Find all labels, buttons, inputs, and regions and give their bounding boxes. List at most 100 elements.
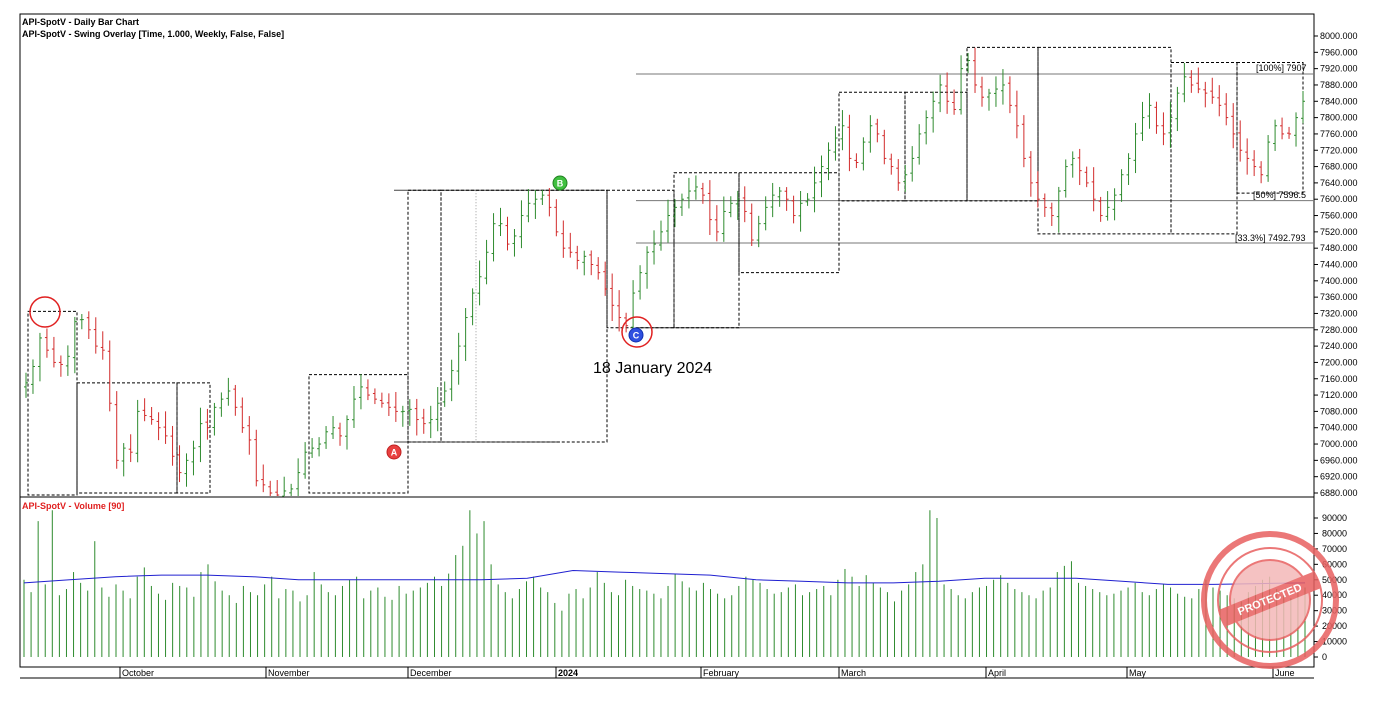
swing-c-label: C: [633, 331, 640, 341]
volume-tick-label: 80000: [1322, 528, 1347, 538]
price-tick-label: 7440.000: [1320, 260, 1358, 270]
price-bar: [505, 216, 510, 251]
price-bar: [296, 458, 301, 496]
price-bar: [910, 146, 915, 182]
price-bar: [1273, 119, 1278, 151]
date-tick-label: December: [410, 668, 452, 678]
price-bar: [763, 196, 768, 231]
price-bar: [142, 398, 147, 422]
price-bar: [742, 186, 747, 223]
price-tick-label: 6920.000: [1320, 472, 1358, 482]
price-bar: [338, 422, 343, 446]
price-tick-label: 7320.000: [1320, 308, 1358, 318]
price-tick-label: 7360.000: [1320, 292, 1358, 302]
price-tick-label: 7600.000: [1320, 194, 1358, 204]
price-bar: [707, 180, 712, 236]
price-bar: [889, 153, 894, 175]
price-bar: [331, 415, 336, 439]
price-tick-label: 7280.000: [1320, 325, 1358, 335]
price-bar: [79, 314, 84, 330]
price-bars: [24, 47, 1305, 497]
volume-panel-frame: [19, 496, 1315, 668]
price-bar: [240, 397, 245, 433]
price-bar: [777, 186, 782, 207]
price-bar: [1175, 86, 1180, 132]
price-bar: [568, 232, 573, 258]
price-bar: [672, 199, 677, 228]
price-bar: [310, 438, 315, 458]
price-bar: [463, 308, 468, 361]
volume-tick-label: 90000: [1322, 513, 1347, 523]
price-bar: [303, 442, 308, 479]
price-bar: [498, 207, 503, 237]
price-bar: [1259, 161, 1264, 184]
price-bar: [1119, 169, 1124, 202]
price-bar: [826, 142, 831, 181]
swing-box: [308, 374, 409, 494]
price-bar: [833, 126, 838, 161]
volume-moving-average-line: [23, 569, 1306, 585]
date-tick-label: February: [703, 668, 740, 678]
price-bar: [163, 411, 168, 444]
price-bar: [247, 416, 252, 455]
price-bar: [575, 245, 580, 270]
price-bar: [554, 199, 559, 237]
price-bar: [177, 445, 182, 483]
price-bar: [728, 196, 733, 218]
price-bar: [993, 76, 998, 107]
price-bar: [1035, 171, 1040, 208]
price-bar: [1007, 76, 1012, 114]
price-bar: [986, 88, 991, 111]
price-tick-label: 7880.000: [1320, 80, 1358, 90]
swing-a-marker: [386, 444, 402, 460]
swing-box: [27, 310, 78, 496]
price-bar: [1098, 196, 1103, 222]
price-bar: [617, 290, 622, 332]
price-bar: [679, 193, 684, 216]
price-bar: [226, 377, 231, 406]
price-bar: [212, 402, 217, 436]
date-tick-label: 2024: [558, 668, 578, 678]
volume-tick-label: 20000: [1322, 621, 1347, 631]
price-bar: [219, 392, 224, 417]
swing-box: [440, 189, 608, 443]
price-bar: [875, 118, 880, 143]
price-bar: [254, 429, 259, 487]
price-bar: [840, 110, 845, 151]
price-bar: [596, 257, 601, 280]
price-bar: [665, 199, 670, 243]
price-bar: [1161, 112, 1166, 146]
volume-title: API-SpotV - Volume [90]: [22, 501, 124, 511]
price-bar: [1210, 77, 1215, 104]
price-tick-label: 7960.000: [1320, 47, 1358, 57]
swing-c-ring: [621, 316, 653, 348]
price-bar: [917, 124, 922, 165]
volume-tick-label: 0: [1322, 652, 1327, 662]
price-bar: [973, 47, 978, 93]
price-bar: [896, 159, 901, 191]
price-bar: [1266, 135, 1271, 182]
price-bar: [652, 230, 657, 265]
price-bar: [324, 426, 329, 449]
price-bar: [770, 182, 775, 218]
price-tick-label: 7480.000: [1320, 243, 1358, 253]
price-tick-label: 7920.000: [1320, 64, 1358, 74]
price-tick-label: 6880.000: [1320, 488, 1358, 498]
price-bar: [798, 191, 803, 232]
level-33-label: [33.3%] 7492.793: [1235, 233, 1306, 243]
high-swing-circle: [29, 296, 61, 328]
price-bar: [93, 317, 98, 354]
price-bar: [519, 200, 524, 249]
price-bar: [1042, 193, 1047, 217]
price-bar: [1203, 81, 1208, 108]
price-tick-label: 7680.000: [1320, 162, 1358, 172]
swing-c-marker: [628, 327, 644, 343]
price-bar: [1301, 90, 1305, 124]
price-bar: [819, 155, 824, 198]
price-bar: [358, 374, 363, 410]
price-bar: [686, 177, 691, 209]
overlay-title: API-SpotV - Swing Overlay [Time, 1.000, …: [22, 29, 284, 39]
price-bar: [1014, 90, 1019, 139]
price-bar: [1196, 67, 1201, 94]
price-bar: [861, 137, 866, 171]
